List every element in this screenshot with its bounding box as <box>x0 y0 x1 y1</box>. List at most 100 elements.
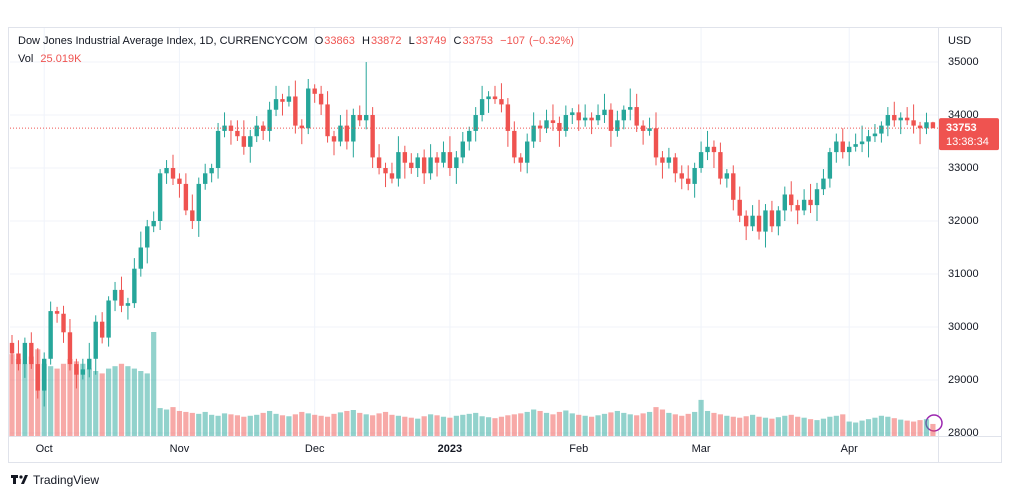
candle-body <box>628 107 633 110</box>
candle-body <box>99 321 105 338</box>
candle-body <box>647 128 652 131</box>
candle-body <box>293 96 298 126</box>
volume-bar <box>621 412 627 436</box>
volume-bar <box>260 412 266 436</box>
ohlc-letter: O <box>314 35 324 47</box>
volume-bar <box>498 416 505 436</box>
candle-body <box>228 125 234 131</box>
candle-body <box>892 115 897 121</box>
volume-bar <box>286 416 292 436</box>
candle-body <box>389 173 395 179</box>
y-tick-label: 28000 <box>948 427 979 439</box>
volume-bar <box>711 412 717 436</box>
volume-bar <box>782 415 788 436</box>
candle-body <box>537 125 543 129</box>
volume-title: Vol <box>18 53 34 65</box>
volume-bar <box>550 414 556 436</box>
x-tick-label: Nov <box>170 443 190 455</box>
volume-bar <box>221 413 228 436</box>
candle-body <box>621 109 626 121</box>
x-tick-label: Apr <box>841 443 858 455</box>
volume-bar <box>421 416 427 436</box>
volume-bar <box>582 415 588 436</box>
candle-body <box>782 194 787 211</box>
volume-bar <box>917 420 923 436</box>
candle-body <box>9 342 15 354</box>
x-tick-label: Oct <box>36 443 53 455</box>
volume-bar <box>28 356 34 436</box>
title: Dow Jones Industrial Average Index, 1D, … <box>18 35 308 47</box>
volume-bar <box>724 415 730 436</box>
volume-bar <box>737 417 743 436</box>
volume-bar <box>337 412 344 436</box>
candle-body <box>177 178 182 184</box>
candle-body <box>157 173 163 222</box>
candle-body <box>22 342 28 365</box>
price-tag-value: 33753 <box>946 122 977 134</box>
volume-bar <box>370 415 376 436</box>
volume-bar <box>292 414 298 436</box>
candle-body <box>904 117 910 121</box>
volume-bar <box>389 414 395 436</box>
candle-body <box>801 199 807 211</box>
volume-bar <box>704 410 711 436</box>
candle-body <box>924 122 929 129</box>
volume-bar <box>118 363 125 436</box>
candle-body <box>660 157 665 163</box>
volume-bar <box>157 408 163 436</box>
volume-bar <box>531 409 537 436</box>
y-tick-label: 32000 <box>948 215 979 227</box>
candle-body <box>74 364 79 375</box>
volume-bar <box>428 414 434 436</box>
candle-body <box>885 115 891 126</box>
candle-body <box>467 130 472 142</box>
chart-frame <box>8 27 1002 463</box>
candle-body <box>312 88 317 94</box>
volume-bar <box>312 414 318 436</box>
volume-bar <box>22 363 28 436</box>
volume-bar <box>492 418 498 436</box>
y-tick-label: 34000 <box>948 109 979 121</box>
candle-body <box>711 146 717 153</box>
candle-body <box>106 300 111 338</box>
volume-bar <box>279 415 286 436</box>
candle-body <box>911 120 916 126</box>
volume-bar <box>318 415 324 436</box>
volume-bar <box>646 411 653 436</box>
volume-bar <box>730 416 736 436</box>
volume-bar <box>859 420 865 436</box>
volume-bar <box>408 417 414 436</box>
candle-body <box>576 112 581 121</box>
candle-body <box>827 152 833 179</box>
volume-bar <box>762 417 769 436</box>
candle-body <box>595 115 601 121</box>
volume-bar <box>750 414 756 436</box>
volume-bar <box>769 418 775 436</box>
candle-body <box>589 117 594 121</box>
volume-bar <box>537 410 543 436</box>
volume-bar <box>505 415 511 436</box>
candle-body <box>396 152 401 179</box>
candle-body <box>87 358 92 370</box>
volume-bar <box>904 420 910 436</box>
ohlc-letter: H <box>361 35 370 47</box>
candle-body <box>80 369 86 375</box>
candle-body <box>35 364 40 391</box>
candle-body <box>428 157 433 174</box>
volume-bar <box>807 419 814 436</box>
volume-bar <box>80 363 86 436</box>
volume-bar <box>15 358 22 436</box>
candle-body <box>164 168 169 174</box>
candle-body <box>364 115 369 121</box>
candle-body <box>653 128 659 158</box>
candle-body <box>112 289 118 301</box>
candle-body <box>847 146 852 153</box>
candle-body <box>563 115 569 131</box>
volume-bar <box>717 414 723 436</box>
candle-body <box>254 125 259 137</box>
volume-bar <box>885 416 891 436</box>
candle-body <box>132 268 137 304</box>
candle-body <box>241 136 247 147</box>
candle-body <box>222 125 227 131</box>
